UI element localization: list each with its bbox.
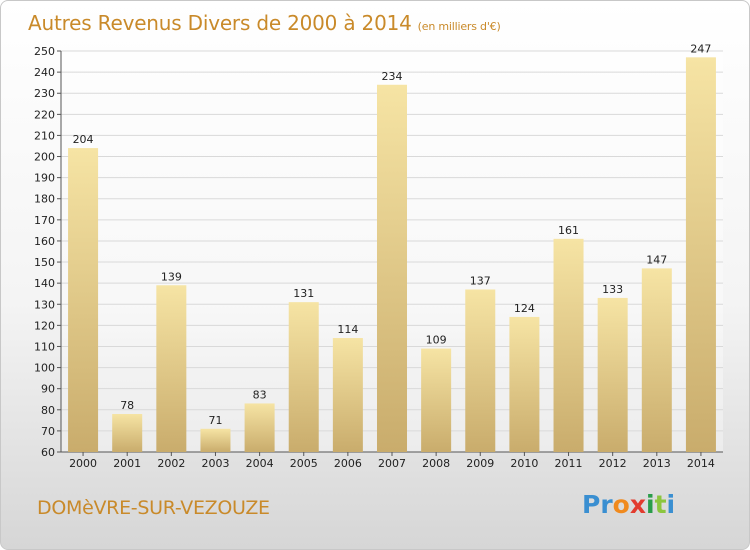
data-label: 147 — [646, 253, 667, 266]
bar — [156, 285, 187, 452]
logo-letter: P — [582, 490, 601, 519]
data-label: 109 — [426, 334, 447, 347]
bar — [288, 302, 319, 452]
x-tick-label: 2013 — [643, 457, 671, 470]
y-tick-label: 100 — [34, 362, 55, 375]
y-tick-label: 200 — [34, 151, 55, 164]
x-tick-label: 2008 — [422, 457, 450, 470]
chart-subtitle: (en milliers d'€) — [417, 20, 501, 33]
bar — [68, 148, 99, 452]
bar — [112, 414, 143, 452]
data-label: 204 — [73, 133, 94, 146]
bar — [465, 289, 496, 452]
y-tick-label: 230 — [34, 87, 55, 100]
y-tick-label: 60 — [41, 446, 55, 459]
proxiti-logo: Proxiti — [582, 490, 675, 519]
y-tick-label: 220 — [34, 108, 55, 121]
bar — [244, 403, 275, 452]
x-tick-label: 2002 — [157, 457, 185, 470]
data-label: 234 — [382, 70, 403, 83]
data-label: 161 — [558, 224, 579, 237]
city-name: DOMèVRE-SUR-VEZOUZE — [37, 497, 270, 519]
y-tick-label: 150 — [34, 256, 55, 269]
x-tick-label: 2014 — [687, 457, 715, 470]
logo-letter: t — [654, 490, 667, 519]
bar — [200, 428, 231, 452]
y-tick-label: 80 — [41, 404, 55, 417]
logo-letter: i — [646, 490, 655, 519]
x-tick-label: 2012 — [599, 457, 627, 470]
y-tick-label: 130 — [34, 298, 55, 311]
x-tick-label: 2006 — [334, 457, 362, 470]
data-label: 71 — [208, 414, 222, 427]
x-tick-label: 2007 — [378, 457, 406, 470]
y-tick-label: 190 — [34, 172, 55, 185]
x-tick-label: 2004 — [246, 457, 274, 470]
y-tick-label: 140 — [34, 277, 55, 290]
x-tick-label: 2010 — [510, 457, 538, 470]
y-tick-label: 90 — [41, 383, 55, 396]
y-tick-label: 110 — [34, 340, 55, 353]
y-tick-label: 180 — [34, 193, 55, 206]
data-label: 78 — [120, 399, 134, 412]
bar — [685, 57, 716, 453]
x-tick-label: 2009 — [466, 457, 494, 470]
logo-letter: i — [666, 490, 676, 519]
logo-letter: x — [629, 490, 646, 519]
data-label: 131 — [293, 287, 314, 300]
x-tick-label: 2001 — [113, 457, 141, 470]
y-tick-label: 210 — [34, 129, 55, 142]
bar — [641, 268, 672, 452]
y-tick-label: 240 — [34, 66, 55, 79]
data-label: 137 — [470, 274, 491, 287]
data-label: 124 — [514, 302, 535, 315]
bar — [421, 348, 452, 452]
y-tick-label: 70 — [41, 425, 55, 438]
y-tick-label: 250 — [34, 45, 55, 58]
logo-letter: r — [600, 490, 613, 519]
data-label: 139 — [161, 270, 182, 283]
bar — [332, 338, 363, 452]
x-tick-label: 2003 — [201, 457, 229, 470]
data-label: 114 — [337, 323, 358, 336]
bar — [553, 238, 584, 452]
y-tick-label: 160 — [34, 235, 55, 248]
logo-letter: o — [612, 490, 630, 519]
data-label: 83 — [253, 388, 267, 401]
y-tick-label: 120 — [34, 319, 55, 332]
bar — [597, 297, 628, 452]
data-label: 247 — [690, 42, 711, 55]
x-tick-label: 2005 — [290, 457, 318, 470]
x-tick-label: 2000 — [69, 457, 97, 470]
chart-title-text: Autres Revenus Divers de 2000 à 2014 — [28, 11, 412, 35]
y-tick-label: 170 — [34, 214, 55, 227]
x-tick-label: 2011 — [555, 457, 583, 470]
data-label: 133 — [602, 283, 623, 296]
bar — [376, 84, 408, 452]
bar — [509, 316, 540, 452]
chart-title: Autres Revenus Divers de 2000 à 2014 (en … — [28, 11, 501, 35]
